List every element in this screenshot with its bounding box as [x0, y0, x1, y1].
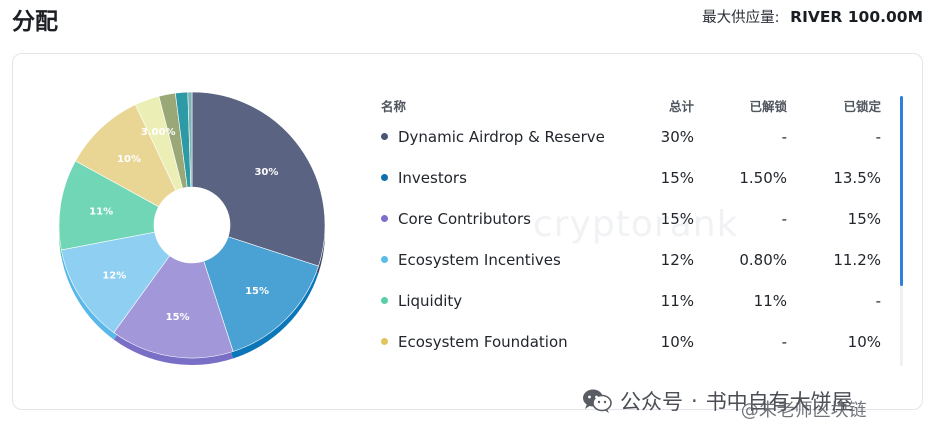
pie-center-hole: [154, 187, 230, 263]
row-name: Liquidity: [398, 291, 463, 310]
pie-slice-label: 11%: [89, 207, 113, 218]
table-row[interactable]: Ecosystem Incentives 12% 0.80% 11.2%: [381, 239, 881, 280]
pie-slice-label: 30%: [254, 167, 278, 178]
row-unlocked: -: [781, 209, 787, 228]
pie-slice-label: 3.00%: [141, 127, 176, 138]
row-unlocked: -: [781, 332, 787, 351]
row-name: Core Contributors: [398, 209, 531, 228]
table-row[interactable]: Liquidity 11% 11% -: [381, 280, 881, 321]
allocation-table: 名称 总计 已解锁 已锁定 Dynamic Airdrop & Reserve 3…: [381, 94, 881, 362]
scrollbar-thumb[interactable]: [900, 96, 903, 286]
wechat-icon: [582, 388, 612, 414]
row-unlocked: 11%: [753, 291, 787, 310]
wechat-label: 公众号: [620, 390, 683, 414]
row-total: 11%: [660, 291, 694, 310]
allocation-pie-chart: 30% 15% 15% 12% 11% 10% 3.00%: [58, 91, 326, 365]
row-total: 30%: [660, 127, 694, 146]
column-header-name: 名称: [381, 98, 407, 114]
table-row[interactable]: Dynamic Airdrop & Reserve 30% - -: [381, 116, 881, 157]
row-locked: 10%: [847, 332, 881, 351]
row-unlocked: 0.80%: [739, 250, 787, 269]
row-unlocked: -: [781, 127, 787, 146]
page-title: 分配: [12, 9, 58, 35]
column-header-unlocked: 已解锁: [749, 98, 787, 114]
row-name-cell: Investors: [381, 157, 651, 198]
row-name: Dynamic Airdrop & Reserve: [398, 127, 605, 146]
row-locked: 11.2%: [833, 250, 881, 269]
row-locked: 15%: [847, 209, 881, 228]
legend-dot: [381, 214, 388, 222]
pie-slice-label: 10%: [117, 154, 141, 165]
row-name: Ecosystem Foundation: [398, 332, 568, 351]
table-row[interactable]: Investors 15% 1.50% 13.5%: [381, 157, 881, 198]
row-total: 10%: [660, 332, 694, 351]
row-total: 15%: [660, 209, 694, 228]
wechat-account-overlay: @朱老师区块链: [740, 400, 867, 421]
pie-slice-label: 15%: [245, 286, 269, 297]
table-scrollbar[interactable]: [900, 96, 903, 366]
row-locked: 13.5%: [833, 168, 881, 187]
row-name-cell: Core Contributors: [381, 198, 651, 239]
row-name: Investors: [398, 168, 467, 187]
max-supply-label: 最大供应量:: [702, 10, 780, 26]
row-name-cell: Liquidity: [381, 280, 651, 321]
row-unlocked: 1.50%: [739, 168, 787, 187]
row-name-cell: Dynamic Airdrop & Reserve: [381, 116, 651, 157]
legend-dot: [381, 173, 388, 181]
wechat-watermark: 公众号 · 书中自有大饼屋 @朱老师区块链: [582, 384, 867, 421]
legend-dot: [381, 296, 388, 304]
legend-dot: [381, 337, 388, 345]
column-header-total: 总计: [668, 98, 694, 114]
row-name: Ecosystem Incentives: [398, 250, 561, 269]
legend-dot: [381, 132, 388, 140]
wechat-account: 书中自有大饼屋: [705, 390, 853, 414]
row-total: 15%: [660, 168, 694, 187]
max-supply: 最大供应量: RIVER 100.00M: [702, 6, 923, 27]
row-locked: -: [875, 127, 881, 146]
max-supply-value: RIVER 100.00M: [790, 8, 923, 26]
table-row[interactable]: Ecosystem Foundation 10% - 10%: [381, 321, 881, 362]
allocation-card: cryptorank 30% 15% 15% 12% 11% 10% 3.00% 名称 总计…: [12, 53, 923, 410]
pie-slice-label: 12%: [102, 270, 126, 281]
wechat-separator: ·: [691, 389, 698, 413]
row-locked: -: [875, 291, 881, 310]
table-row[interactable]: Core Contributors 15% - 15%: [381, 198, 881, 239]
legend-dot: [381, 255, 388, 263]
cryptorank-watermark: cryptorank: [533, 204, 739, 245]
row-name-cell: Ecosystem Incentives: [381, 239, 651, 280]
row-name-cell: Ecosystem Foundation: [381, 321, 651, 362]
table-header-row: 名称 总计 已解锁 已锁定: [381, 94, 881, 116]
row-total: 12%: [660, 250, 694, 269]
column-header-locked: 已锁定: [843, 98, 881, 114]
pie-slice-label: 15%: [166, 312, 190, 323]
